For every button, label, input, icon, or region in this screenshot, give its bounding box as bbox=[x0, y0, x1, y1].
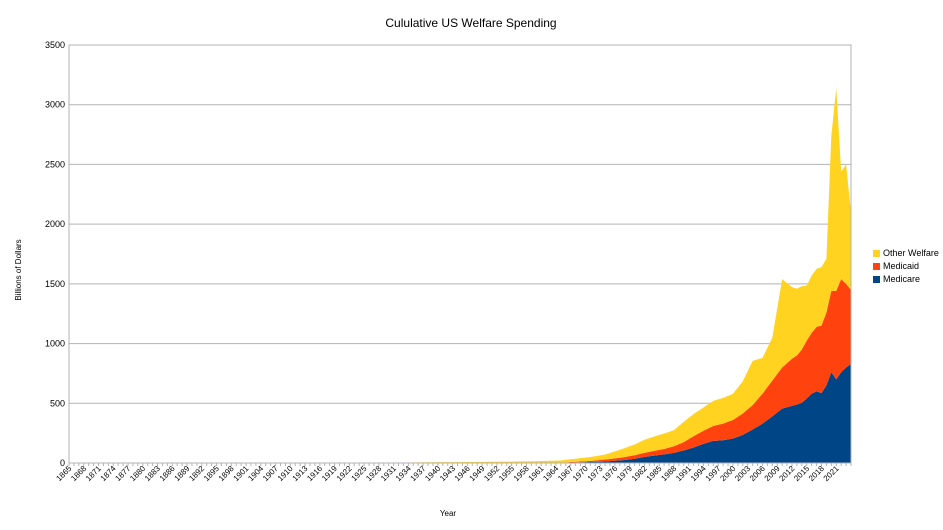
area-other-welfare bbox=[69, 87, 851, 464]
y-axis-ticks: 0 500 1000 1500 2000 2500 3000 3500 bbox=[45, 40, 65, 468]
x-tick-label: 1925 bbox=[350, 464, 369, 483]
x-tick-label: 1943 bbox=[438, 464, 457, 483]
x-tick-label: 1997 bbox=[704, 464, 723, 483]
x-tick-label: 2000 bbox=[718, 464, 737, 483]
y-tick-label: 500 bbox=[50, 398, 65, 408]
chart-title: Cululative US Welfare Spending bbox=[385, 16, 556, 30]
x-tick-label: 1970 bbox=[571, 464, 590, 483]
y-tick-label: 3000 bbox=[45, 100, 65, 110]
x-tick-label: 1928 bbox=[364, 464, 383, 483]
gridlines bbox=[69, 44, 851, 464]
x-tick-label: 1940 bbox=[423, 464, 442, 483]
x-tick-label: 1949 bbox=[468, 464, 487, 483]
x-tick-label: 1976 bbox=[600, 464, 619, 483]
x-tick-label: 2018 bbox=[807, 464, 826, 483]
x-tick-label: 1973 bbox=[586, 464, 605, 483]
x-tick-label: 1931 bbox=[379, 464, 398, 483]
y-tick-label: 1000 bbox=[45, 339, 65, 349]
x-tick-label: 2009 bbox=[763, 464, 782, 483]
y-tick-label: 2000 bbox=[45, 219, 65, 229]
x-tick-label: 1868 bbox=[69, 464, 88, 483]
x-tick-label: 1961 bbox=[527, 464, 546, 483]
x-tick-label: 1874 bbox=[99, 464, 118, 483]
x-tick-label: 1982 bbox=[630, 464, 649, 483]
legend-item-medicare: Medicare bbox=[873, 273, 939, 285]
x-tick-label: 1919 bbox=[320, 464, 339, 483]
x-tick-label: 1958 bbox=[512, 464, 531, 483]
y-tick-label: 0 bbox=[60, 458, 65, 468]
axes bbox=[68, 44, 852, 464]
x-tick-label: 1892 bbox=[187, 464, 206, 483]
x-tick-label: 1886 bbox=[158, 464, 177, 483]
plot-frame bbox=[68, 44, 852, 464]
x-tick-label: 1937 bbox=[409, 464, 428, 483]
x-tick-label: 1922 bbox=[335, 464, 354, 483]
legend-item-other-welfare: Other Welfare bbox=[873, 247, 939, 259]
x-tick-label: 2003 bbox=[733, 464, 752, 483]
legend-label-other-welfare: Other Welfare bbox=[883, 248, 939, 258]
x-tick-label: 1991 bbox=[674, 464, 693, 483]
area-medicare bbox=[69, 363, 851, 463]
x-tick-label: 1907 bbox=[261, 464, 280, 483]
x-tick-label: 1985 bbox=[645, 464, 664, 483]
x-tick-label: 1898 bbox=[217, 464, 236, 483]
x-tick-label: 1946 bbox=[453, 464, 472, 483]
x-tick-label: 2021 bbox=[822, 464, 841, 483]
legend-label-medicare: Medicare bbox=[883, 274, 921, 284]
y-axis-label: Billions of Dollars bbox=[14, 239, 23, 300]
stacked-areas bbox=[69, 87, 851, 464]
x-tick-label: 1910 bbox=[276, 464, 295, 483]
x-tick-label: 1901 bbox=[232, 464, 251, 483]
x-tick-label: 1967 bbox=[556, 464, 575, 483]
x-tick-label: 1955 bbox=[497, 464, 516, 483]
legend-swatch-medicare bbox=[873, 275, 880, 283]
y-tick-label: 3500 bbox=[45, 40, 65, 50]
y-tick-label: 1500 bbox=[45, 279, 65, 289]
x-tick-label: 1904 bbox=[246, 464, 265, 483]
x-axis-ticks: 1865186818711874187718801883188618891892… bbox=[54, 463, 852, 483]
x-tick-label: 1916 bbox=[305, 464, 324, 483]
x-tick-label: 1865 bbox=[54, 464, 73, 483]
x-tick-label: 1871 bbox=[84, 464, 103, 483]
x-tick-label: 1934 bbox=[394, 464, 413, 483]
x-tick-label: 1913 bbox=[291, 464, 310, 483]
x-tick-label: 1889 bbox=[173, 464, 192, 483]
x-tick-label: 2006 bbox=[748, 464, 767, 483]
legend-item-medicaid: Medicaid bbox=[873, 260, 939, 272]
x-tick-label: 1895 bbox=[202, 464, 221, 483]
x-tick-label: 2012 bbox=[777, 464, 796, 483]
y-tick-label: 2500 bbox=[45, 159, 65, 169]
x-tick-label: 1880 bbox=[128, 464, 147, 483]
legend: Other Welfare Medicaid Medicare bbox=[873, 247, 939, 286]
legend-swatch-other-welfare bbox=[873, 249, 880, 257]
x-tick-label: 1964 bbox=[541, 464, 560, 483]
legend-label-medicaid: Medicaid bbox=[883, 261, 920, 271]
x-tick-label: 1988 bbox=[659, 464, 678, 483]
x-tick-label: 1979 bbox=[615, 464, 634, 483]
x-axis-label: Year bbox=[440, 509, 457, 518]
legend-swatch-medicaid bbox=[873, 262, 880, 270]
x-tick-label: 1883 bbox=[143, 464, 162, 483]
area-medicaid bbox=[69, 279, 851, 463]
x-tick-label: 2015 bbox=[792, 464, 811, 483]
x-tick-label: 1952 bbox=[482, 464, 501, 483]
x-tick-label: 1994 bbox=[689, 464, 708, 483]
x-tick-label: 1877 bbox=[113, 464, 132, 483]
